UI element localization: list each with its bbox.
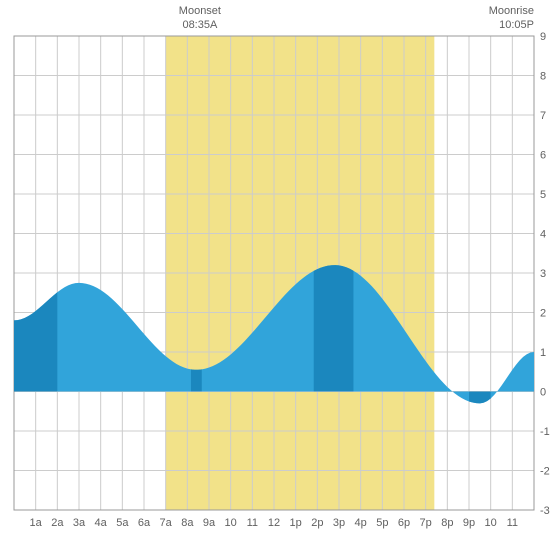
y-tick-label: 3 xyxy=(540,268,546,280)
x-tick-label: 3a xyxy=(73,517,86,529)
y-tick-label: 1 xyxy=(540,347,546,359)
tide-area-dark xyxy=(314,265,354,391)
x-tick-label: 4p xyxy=(355,517,367,529)
y-tick-label: -2 xyxy=(540,466,550,478)
x-tick-label: 11 xyxy=(247,517,258,529)
y-tick-label: 9 xyxy=(540,31,546,43)
x-tick-label: 6a xyxy=(138,517,151,529)
x-tick-label: 7a xyxy=(160,517,173,529)
x-tick-label: 10 xyxy=(225,517,237,529)
tide-chart: 1a2a3a4a5a6a7a8a9a1011121p2p3p4p5p6p7p8p… xyxy=(0,0,550,550)
y-tick-label: 2 xyxy=(540,308,546,320)
x-tick-label: 1p xyxy=(290,517,302,529)
x-tick-label: 4a xyxy=(95,517,108,529)
x-tick-label: 8a xyxy=(181,517,194,529)
y-tick-label: -1 xyxy=(540,426,550,438)
x-tick-label: 11 xyxy=(507,517,518,529)
y-tick-label: 5 xyxy=(540,189,546,201)
y-tick-label: -3 xyxy=(540,505,550,517)
x-tick-label: 2p xyxy=(311,517,323,529)
y-tick-label: 7 xyxy=(540,110,546,122)
x-tick-label: 9p xyxy=(463,517,475,529)
x-tick-label: 7p xyxy=(420,517,432,529)
annotation-title: Moonset xyxy=(179,4,221,18)
x-tick-label: 2a xyxy=(51,517,64,529)
x-tick-label: 9a xyxy=(203,517,216,529)
y-tick-label: 0 xyxy=(540,387,546,399)
x-tick-label: 8p xyxy=(441,517,453,529)
chart-svg: 1a2a3a4a5a6a7a8a9a1011121p2p3p4p5p6p7p8p… xyxy=(0,0,550,550)
annotation-value: 10:05P xyxy=(489,18,534,32)
x-tick-label: 12 xyxy=(268,517,280,529)
moonrise-annotation: Moonrise10:05P xyxy=(489,4,534,33)
x-tick-label: 10 xyxy=(485,517,497,529)
annotation-title: Moonrise xyxy=(489,4,534,18)
x-tick-label: 1a xyxy=(30,517,43,529)
annotation-value: 08:35A xyxy=(179,18,221,32)
x-axis-labels: 1a 2a 3a 4a 5a 6a 7a 8a 9a 10 11 12 1p 2p 3p 4p 5p 6p 7p 8p… xyxy=(30,517,519,529)
x-tick-label: 3p xyxy=(333,517,345,529)
x-tick-label: 6p xyxy=(398,517,410,529)
y-tick-label: 6 xyxy=(540,150,546,162)
x-tick-label: 5p xyxy=(376,517,388,529)
y-tick-label: 4 xyxy=(540,229,546,241)
moonset-annotation: Moonset08:35A xyxy=(179,4,221,33)
y-tick-label: 8 xyxy=(540,71,546,83)
x-tick-label: 5a xyxy=(116,517,129,529)
tide-area-dark xyxy=(191,369,202,391)
